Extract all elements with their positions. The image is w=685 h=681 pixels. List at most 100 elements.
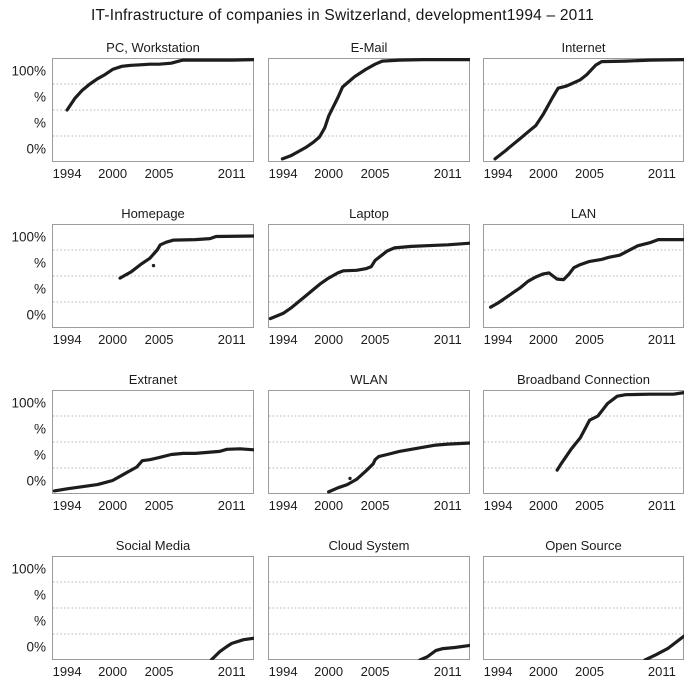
y-axis-labels: 100%%% 0% [0, 390, 52, 494]
plot-e-mail [268, 58, 470, 162]
x-tick-label: 2000 [98, 664, 128, 679]
x-tick-label: 2011 [647, 664, 676, 679]
x-tick-label: 2005 [144, 332, 174, 347]
star-marker [151, 263, 156, 268]
x-tick-label: 1994 [483, 332, 513, 347]
plot-border [52, 556, 254, 660]
chart-extranet: Extranet 1994 2000 2005 2011 [52, 372, 254, 514]
chart-title: Cloud System [328, 538, 410, 553]
data-line [555, 390, 684, 472]
x-tick-label: 1994 [268, 332, 298, 347]
chart-title: LAN [570, 206, 597, 221]
x-tick-label: 1994 [268, 664, 298, 679]
x-tick-label: 2011 [433, 166, 462, 181]
y-tick-label: 0% [26, 141, 46, 157]
plot-border [52, 390, 254, 494]
plot-open-source [483, 556, 684, 660]
x-tick-label: 2005 [144, 664, 174, 679]
data-line [418, 643, 470, 660]
chart-title: WLAN [350, 372, 388, 387]
plot-border [268, 224, 470, 328]
plot-cloud-system [268, 556, 470, 660]
data-line [643, 634, 684, 660]
x-tick-label: 2011 [217, 332, 246, 347]
y-tick-label: % [33, 281, 46, 297]
plot-border [268, 58, 470, 162]
data-line [493, 58, 684, 161]
x-axis-labels: 1994 2000 2005 2011 [52, 660, 254, 680]
x-tick-label: 2000 [314, 332, 344, 347]
x-tick-label: 1994 [268, 498, 298, 513]
x-axis-labels: 1994 2000 2005 2011 [268, 660, 470, 680]
y-tick-label: % [33, 421, 46, 437]
x-tick-label: 2000 [528, 664, 558, 679]
y-tick-label: % [33, 255, 46, 271]
x-tick-label: 2005 [575, 498, 604, 513]
x-tick-label: 2000 [314, 166, 344, 181]
chart-title: Internet [561, 40, 606, 55]
chart-broadband-connection: Broadband Connection 1994 2000 2005 2011 [483, 372, 684, 514]
figure-title: IT-Infrastructure of companies in Switze… [91, 7, 594, 24]
data-line [268, 241, 470, 321]
plot-border [483, 224, 684, 328]
y-axis-labels: 100%%% 0% [0, 224, 52, 328]
x-tick-label: 1994 [268, 166, 298, 181]
plot-wlan [268, 390, 470, 494]
x-axis-labels: 1994 2000 2005 2011 [268, 162, 470, 182]
y-tick-label: 0% [26, 473, 46, 489]
data-line [65, 58, 254, 112]
x-tick-label: 2011 [433, 332, 462, 347]
x-tick-label: 2011 [433, 664, 462, 679]
x-tick-label: 2000 [314, 664, 344, 679]
y-tick-label: 100% [11, 229, 46, 245]
y-tick-label: 0% [26, 639, 46, 655]
y-tick-label: 100% [11, 63, 46, 79]
chart-title: Extranet [128, 372, 178, 387]
y-tick-label: % [33, 613, 46, 629]
x-axis-labels: 1994 2000 2005 2011 [52, 328, 254, 348]
y-tick-label: 0% [26, 307, 46, 323]
x-tick-label: 1994 [52, 332, 82, 347]
chart-title: Laptop [349, 206, 389, 221]
chart-title: E-Mail [350, 40, 388, 55]
plot-homepage [52, 224, 254, 328]
chart-laptop: Laptop 1994 2000 2005 2011 [268, 206, 470, 348]
plot-social-media [52, 556, 254, 660]
chart-row-4: 100%%% 0% Social Media 1994 2000 2005 2011 Clou… [0, 538, 685, 680]
x-tick-label: 1994 [52, 166, 82, 181]
x-axis-labels: 1994 2000 2005 2011 [268, 494, 470, 514]
y-axis-labels: 100%%% 0% [0, 58, 52, 162]
chart-row-3: 100%%% 0% Extranet 1994 2000 2005 2011 WLAN 1994… [0, 372, 685, 514]
x-tick-label: 2000 [314, 498, 344, 513]
y-tick-label: % [33, 587, 46, 603]
chart-pc-workstation: PC, Workstation 1994 2000 2005 2011 [52, 40, 254, 182]
chart-homepage: Homepage 1994 2000 2005 2011 [52, 206, 254, 348]
x-axis-labels: 1994 2000 2005 2011 [483, 494, 684, 514]
x-tick-label: 2000 [98, 332, 128, 347]
plot-border [52, 58, 254, 162]
plot-border [268, 556, 470, 660]
y-tick-label: 100% [11, 395, 46, 411]
x-tick-label: 1994 [483, 664, 513, 679]
chart-row-1: 100%%% 0% PC, Workstation 1994 2000 2005 2011 E… [0, 40, 685, 182]
y-tick-label: % [33, 447, 46, 463]
x-tick-label: 2011 [217, 664, 246, 679]
x-tick-label: 1994 [483, 498, 513, 513]
x-tick-label: 1994 [52, 664, 82, 679]
x-tick-label: 2000 [528, 332, 558, 347]
x-axis-labels: 1994 2000 2005 2011 [52, 162, 254, 182]
x-tick-label: 2000 [98, 498, 128, 513]
x-tick-label: 2011 [647, 332, 676, 347]
x-axis-labels: 1994 2000 2005 2011 [52, 494, 254, 514]
chart-e-mail: E-Mail 1994 2000 2005 2011 [268, 40, 470, 182]
x-tick-label: 2005 [144, 498, 174, 513]
data-line [326, 441, 470, 494]
x-tick-label: 2011 [433, 498, 462, 513]
chart-lan: LAN 1994 2000 2005 2011 [483, 206, 684, 348]
chart-grid: 100%%% 0% PC, Workstation 1994 2000 2005 2011 E… [0, 40, 685, 680]
plot-lan [483, 224, 684, 328]
chart-title: Open Source [545, 538, 622, 553]
x-tick-label: 2005 [360, 166, 390, 181]
plot-border [483, 556, 684, 660]
